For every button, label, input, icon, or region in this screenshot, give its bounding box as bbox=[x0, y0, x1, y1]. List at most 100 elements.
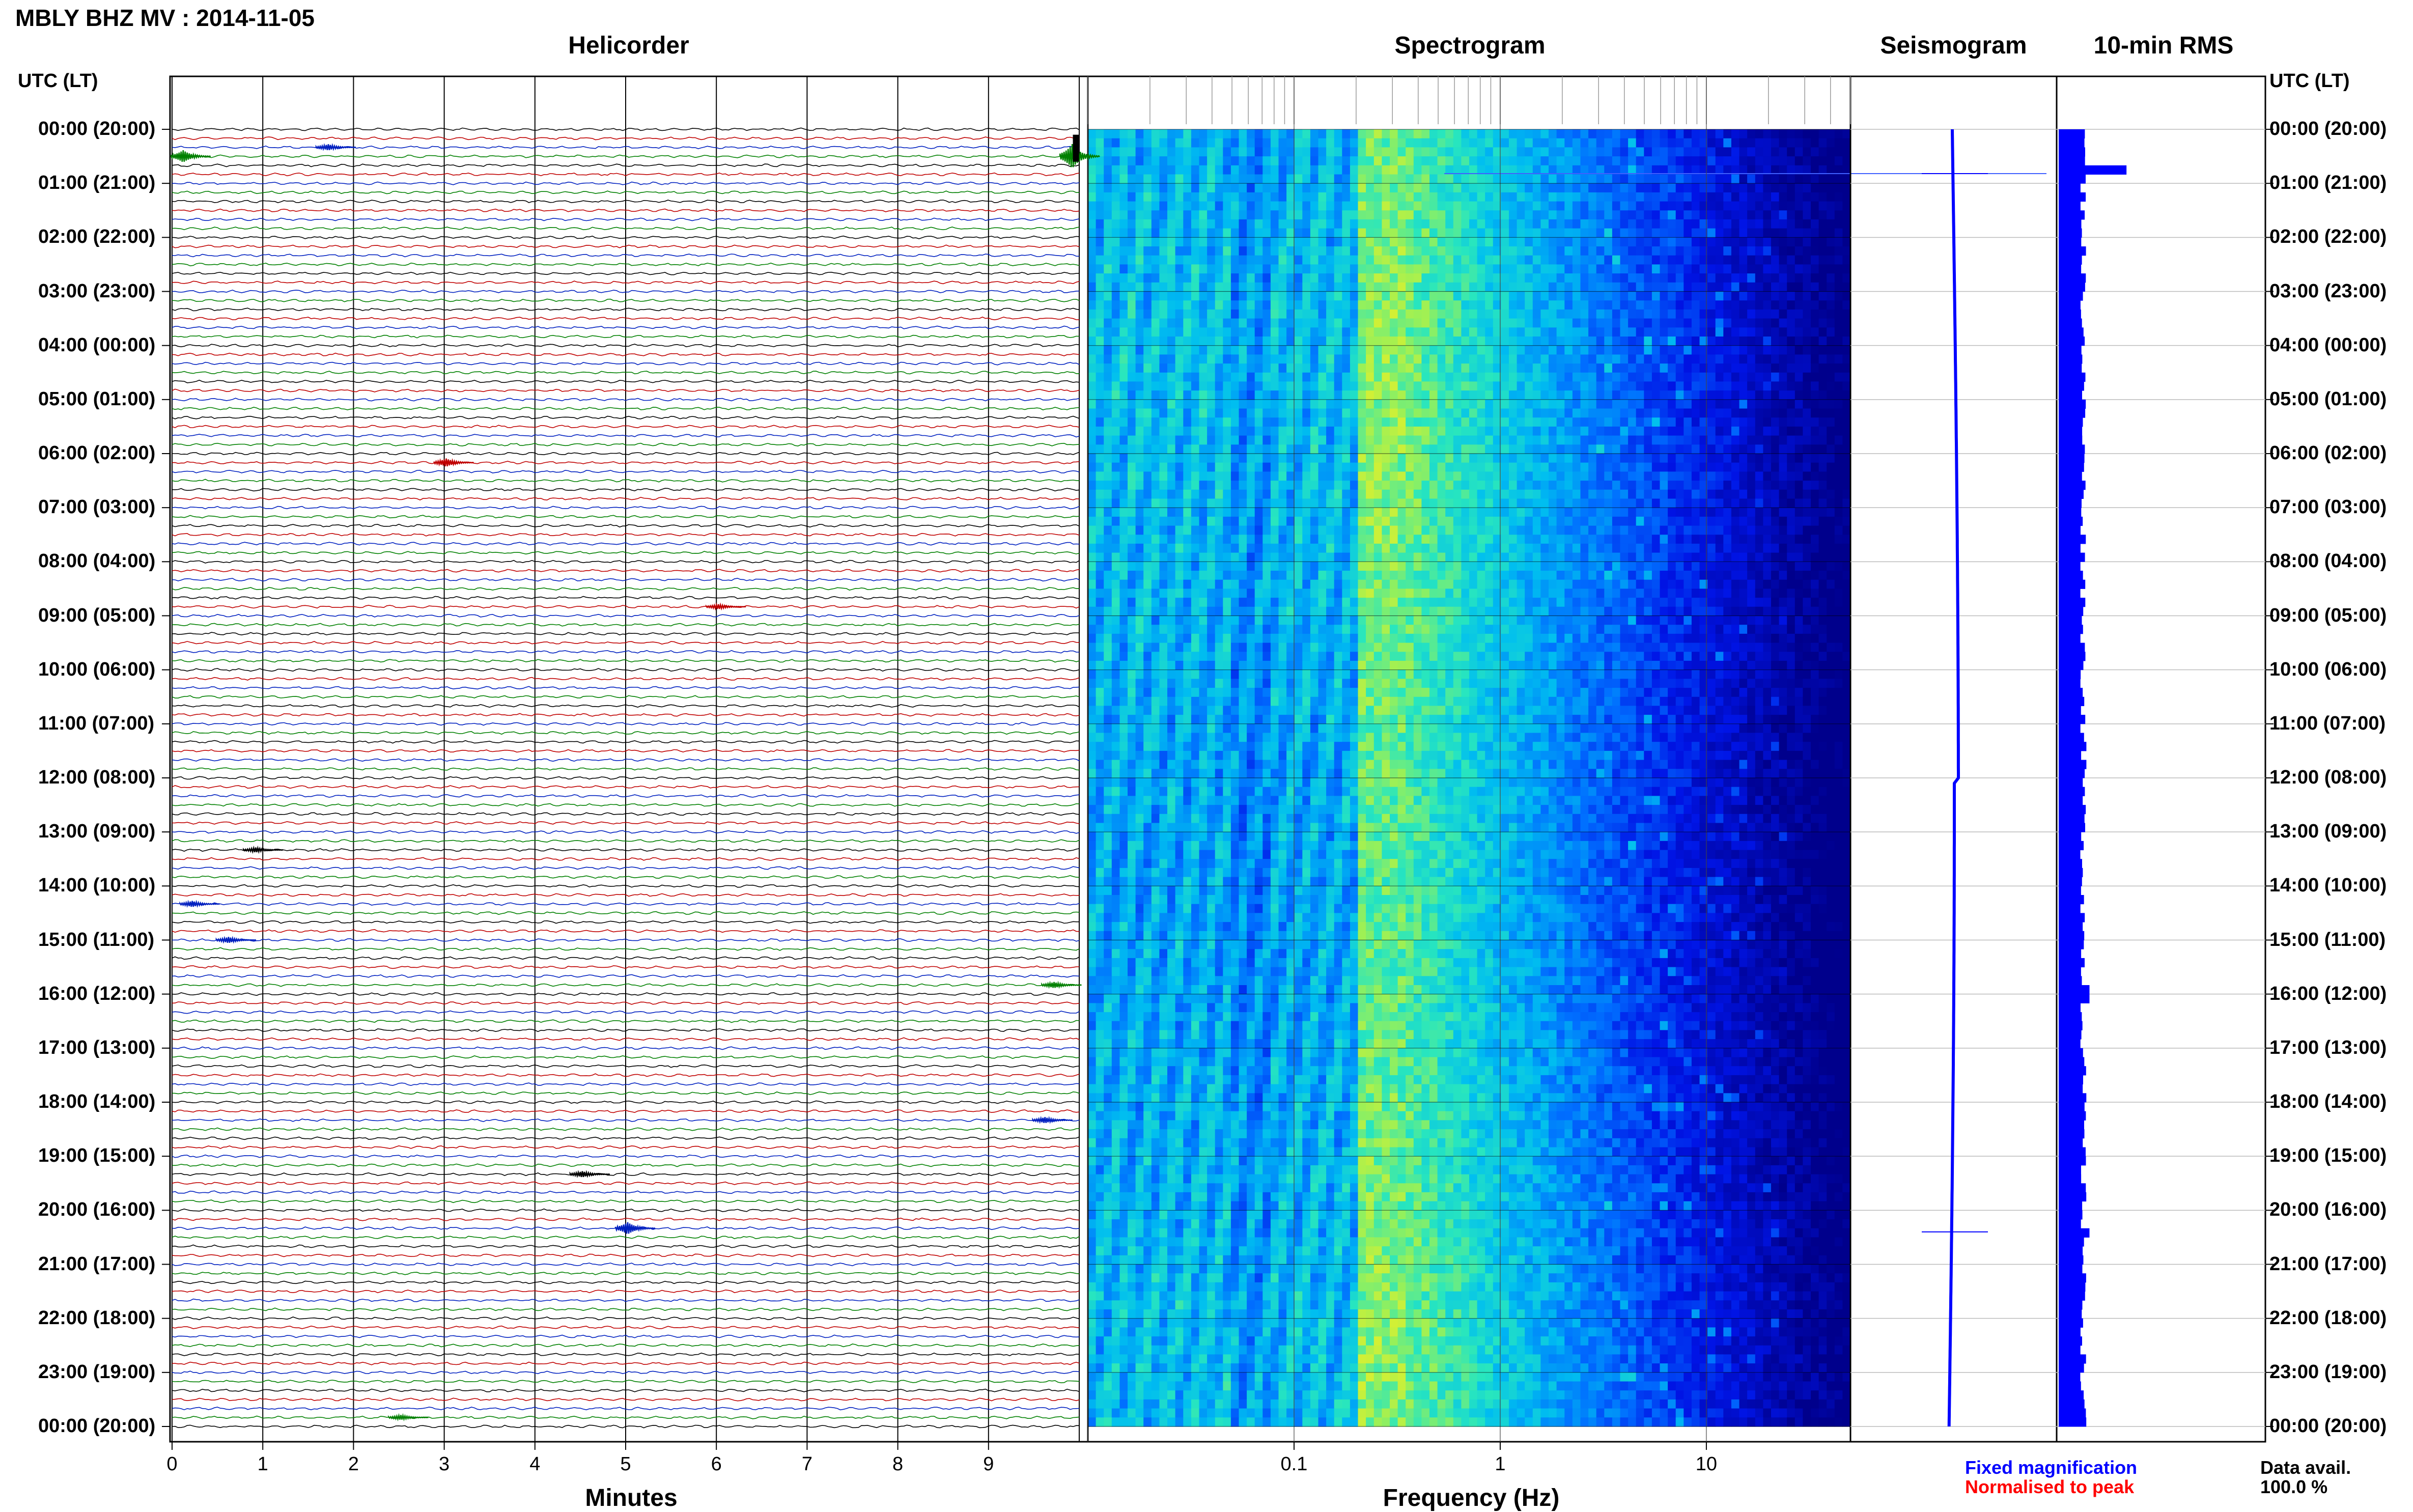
rms-bar bbox=[2059, 1354, 2086, 1363]
rms-bar bbox=[2059, 1327, 2081, 1336]
helicorder-event bbox=[171, 150, 211, 162]
rms-bar bbox=[2059, 1147, 2086, 1157]
rms-bar bbox=[2059, 1012, 2082, 1021]
rms-bar bbox=[2059, 1048, 2083, 1057]
rms-bar bbox=[2059, 643, 2085, 652]
rms-bar bbox=[2059, 616, 2082, 625]
helicorder-event bbox=[389, 1415, 429, 1420]
rms-bar bbox=[2059, 1093, 2086, 1102]
rms-bar bbox=[2059, 381, 2084, 390]
rms-bar bbox=[2059, 670, 2081, 679]
minutes-tick-label: 3 bbox=[414, 1453, 475, 1475]
helicorder-event bbox=[216, 937, 256, 943]
rms-bar bbox=[2059, 192, 2086, 202]
frequency-axis-label: Frequency (Hz) bbox=[1318, 1484, 1624, 1512]
rms-bar bbox=[2059, 463, 2084, 472]
rms-bar bbox=[2059, 877, 2082, 886]
rms-bar bbox=[2059, 1138, 2083, 1147]
frequency-tick-label: 0.1 bbox=[1264, 1453, 1325, 1475]
rms-bar bbox=[2059, 553, 2085, 562]
minutes-axis-label: Minutes bbox=[529, 1484, 733, 1512]
minutes-tick-label: 7 bbox=[776, 1453, 837, 1475]
rms-bar bbox=[2059, 327, 2084, 337]
rms-bar bbox=[2059, 1336, 2082, 1346]
rms-bar bbox=[2059, 706, 2081, 715]
rms-bar bbox=[2059, 1030, 2082, 1039]
helicorder-event bbox=[615, 1222, 655, 1234]
rms-bar bbox=[2059, 1021, 2083, 1030]
rms-bar bbox=[2059, 679, 2081, 688]
rms-bar bbox=[2059, 1309, 2082, 1319]
helicorder-traces bbox=[171, 128, 1100, 1427]
rms-bar bbox=[2059, 580, 2085, 589]
rms-bar bbox=[2059, 273, 2086, 283]
rms-bar bbox=[2059, 165, 2126, 175]
rms-bar bbox=[2059, 183, 2081, 192]
helicorder-event bbox=[434, 459, 474, 466]
rms-bar bbox=[2059, 292, 2083, 301]
rms-bar bbox=[2059, 1373, 2080, 1382]
rms-bar bbox=[2059, 607, 2083, 616]
rms-bar bbox=[2059, 175, 2086, 184]
rms-bar bbox=[2059, 210, 2085, 219]
rms-bar bbox=[2059, 1165, 2081, 1174]
rms-bar bbox=[2059, 922, 2083, 931]
rms-bar bbox=[2059, 1390, 2084, 1399]
rms-bar bbox=[2059, 1255, 2084, 1265]
rms-bar bbox=[2059, 1039, 2081, 1048]
rms-bar bbox=[2059, 589, 2081, 598]
rms-bar bbox=[2059, 940, 2084, 949]
rms-bar bbox=[2059, 1003, 2081, 1012]
frequency-tick-label: 10 bbox=[1676, 1453, 1737, 1475]
rms-bar bbox=[2059, 850, 2081, 859]
legend-normalised: Normalised to peak bbox=[1965, 1476, 2134, 1498]
rms-bar bbox=[2059, 1183, 2086, 1192]
minutes-tick-label: 4 bbox=[504, 1453, 566, 1475]
minutes-tick-label: 6 bbox=[686, 1453, 747, 1475]
rms-bar bbox=[2059, 1102, 2085, 1111]
rms-bar bbox=[2059, 724, 2081, 733]
rms-bar bbox=[2059, 283, 2085, 292]
rms-bar bbox=[2059, 787, 2085, 796]
rms-bar bbox=[2059, 129, 2085, 138]
helicorder-event bbox=[570, 1171, 610, 1177]
rms-bar bbox=[2059, 436, 2082, 445]
rms-bar bbox=[2059, 1075, 2083, 1084]
rms-bar bbox=[2059, 300, 2081, 310]
rms-bar bbox=[2059, 823, 2085, 832]
rms-bar bbox=[2059, 805, 2086, 814]
rms-bar bbox=[2059, 138, 2085, 148]
data-avail-value: 100.0 % bbox=[2260, 1476, 2327, 1498]
rms-bar bbox=[2059, 1409, 2086, 1418]
helicorder-event bbox=[316, 144, 356, 150]
rms-bar bbox=[2059, 715, 2085, 724]
rms-bar bbox=[2059, 1363, 2084, 1373]
rms-bar bbox=[2059, 1273, 2086, 1282]
rms-bar bbox=[2059, 264, 2081, 273]
rms-bar bbox=[2059, 1228, 2090, 1238]
rms-bar bbox=[2059, 1319, 2083, 1328]
rms-bar bbox=[2059, 202, 2081, 211]
rms-bar bbox=[2059, 1246, 2083, 1255]
minutes-tick-label: 0 bbox=[142, 1453, 203, 1475]
rms-bar bbox=[2059, 1417, 2086, 1426]
rms-bar bbox=[2059, 409, 2085, 418]
rms-bar bbox=[2059, 1210, 2083, 1219]
rms-bar bbox=[2059, 913, 2085, 922]
rms-bar bbox=[2059, 652, 2086, 661]
rms-bar bbox=[2059, 661, 2084, 670]
rms-bar bbox=[2059, 219, 2082, 229]
rms-bar bbox=[2059, 1292, 2085, 1301]
rms-bar bbox=[2059, 1156, 2086, 1165]
rms-bar bbox=[2059, 490, 2084, 499]
rms-bar bbox=[2059, 859, 2082, 868]
rms-bar bbox=[2059, 544, 2081, 553]
minutes-tick-label: 8 bbox=[867, 1453, 929, 1475]
rms-bar bbox=[2059, 346, 2082, 355]
rms-bar bbox=[2059, 769, 2085, 778]
rms-bar bbox=[2059, 427, 2082, 436]
rms-bar bbox=[2059, 1066, 2086, 1075]
rms-bar bbox=[2059, 832, 2081, 841]
rms-bar bbox=[2059, 156, 2085, 165]
